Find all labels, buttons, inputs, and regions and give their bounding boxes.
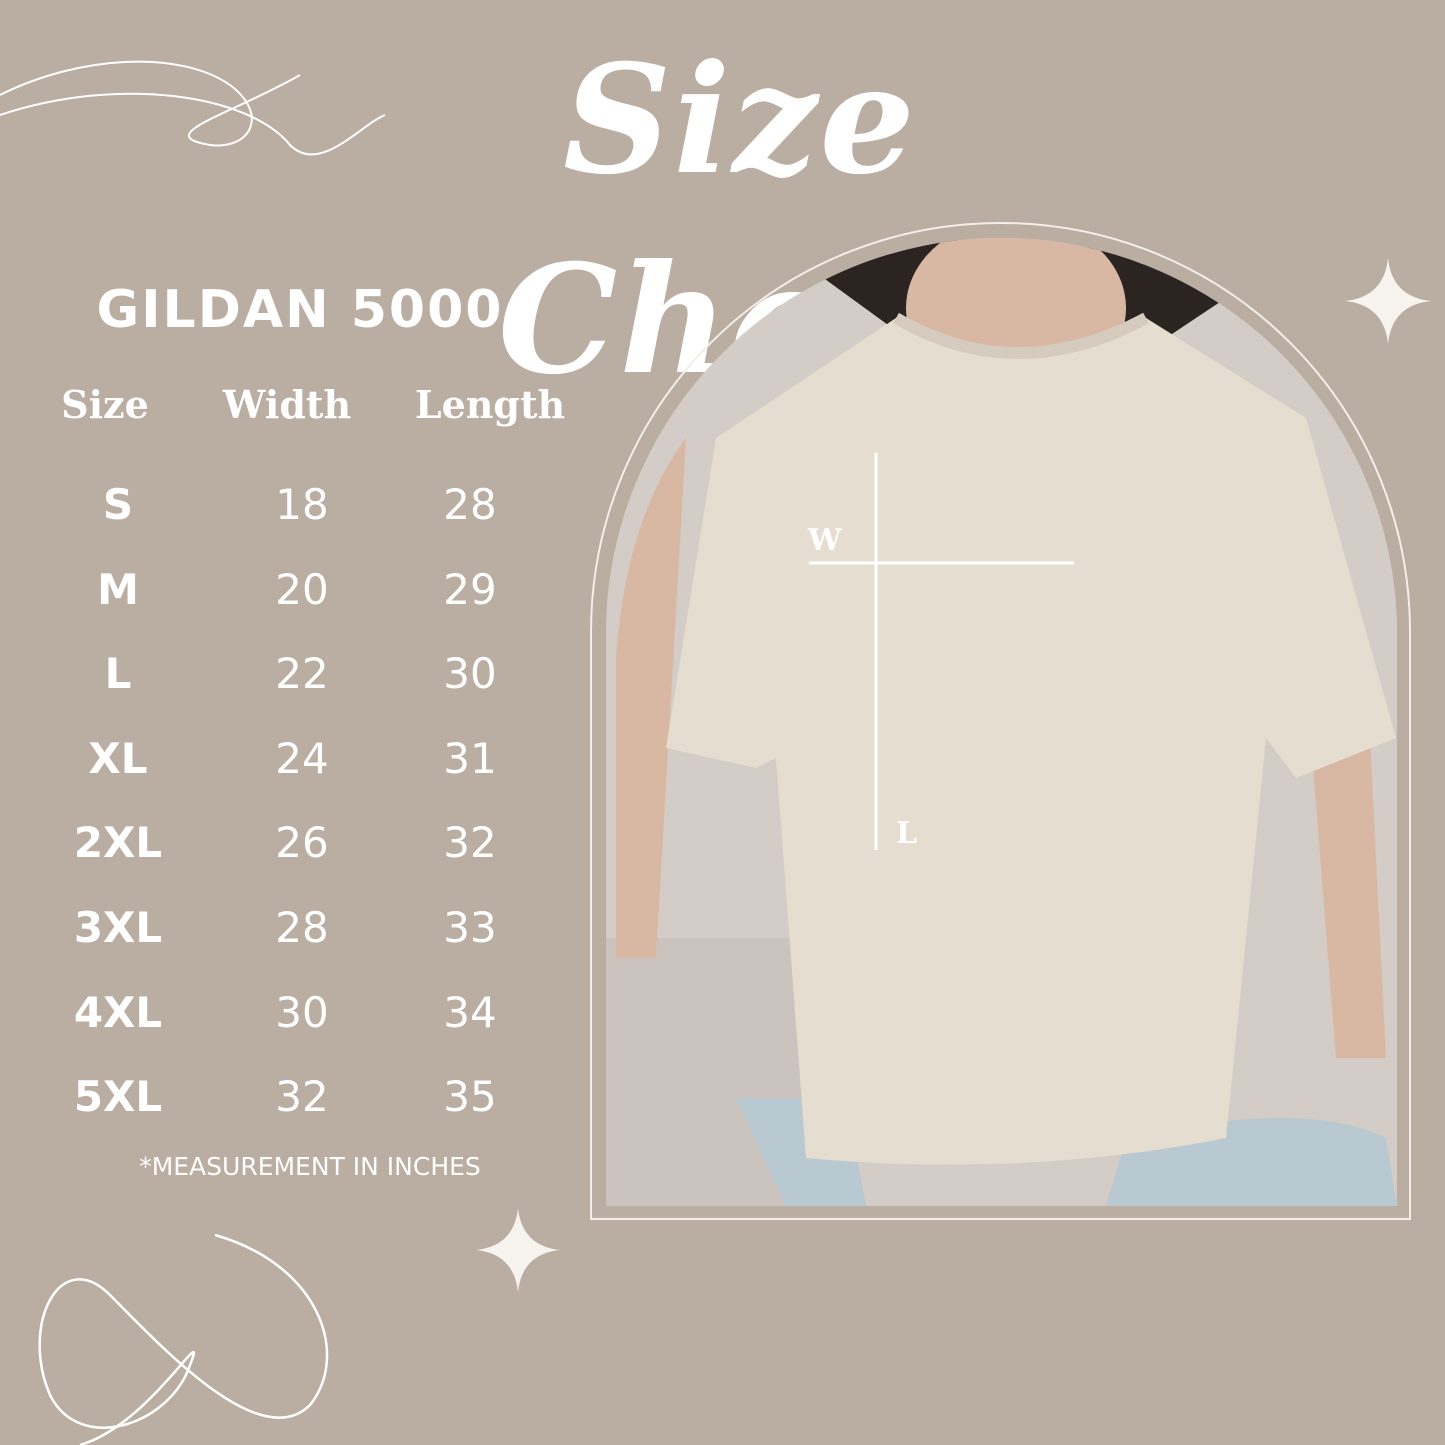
sparkle-icon: [476, 1208, 560, 1292]
decorative-swirl-bottom: [38, 1233, 329, 1445]
length-cell: 28: [443, 480, 497, 529]
width-cell: 18: [275, 480, 329, 529]
length-cell: 33: [443, 903, 497, 952]
size-cell: S: [102, 480, 134, 529]
header-length: Length: [414, 382, 566, 427]
length-cell: 35: [443, 1072, 497, 1122]
width-marker-label: W: [808, 523, 842, 558]
width-cell: 20: [275, 564, 329, 614]
width-cell: 32: [275, 1072, 329, 1122]
width-cell: 24: [275, 733, 329, 783]
width-cell: 28: [275, 903, 329, 952]
brand-model: GILDAN 5000: [96, 280, 504, 340]
size-cell: 2XL: [73, 818, 163, 868]
header-size: Size: [61, 382, 149, 427]
length-cell: 30: [443, 649, 497, 699]
width-cell: 26: [275, 818, 329, 868]
tshirt-illustration: [606, 238, 1397, 1206]
length-cell: 34: [443, 987, 497, 1037]
size-cell: XL: [88, 733, 148, 783]
length-cell: 31: [443, 733, 497, 783]
length-marker-label: L: [896, 816, 918, 851]
width-cell: 22: [275, 649, 329, 699]
photo-frame: [590, 222, 1411, 1220]
decorative-swirl-top: [0, 60, 386, 156]
length-cell: 32: [443, 818, 497, 868]
measurement-note: *MEASUREMENT IN INCHES: [139, 1152, 481, 1181]
size-cell: L: [104, 649, 132, 699]
model-photo: W L: [606, 238, 1397, 1206]
sparkle-icon: [1345, 258, 1431, 344]
size-cell: 4XL: [73, 987, 163, 1037]
header-width: Width: [222, 382, 352, 427]
length-cell: 29: [443, 564, 497, 614]
size-cell: M: [97, 564, 139, 614]
size-cell: 5XL: [73, 1072, 163, 1122]
size-cell: 3XL: [73, 903, 163, 952]
width-cell: 30: [275, 987, 329, 1037]
